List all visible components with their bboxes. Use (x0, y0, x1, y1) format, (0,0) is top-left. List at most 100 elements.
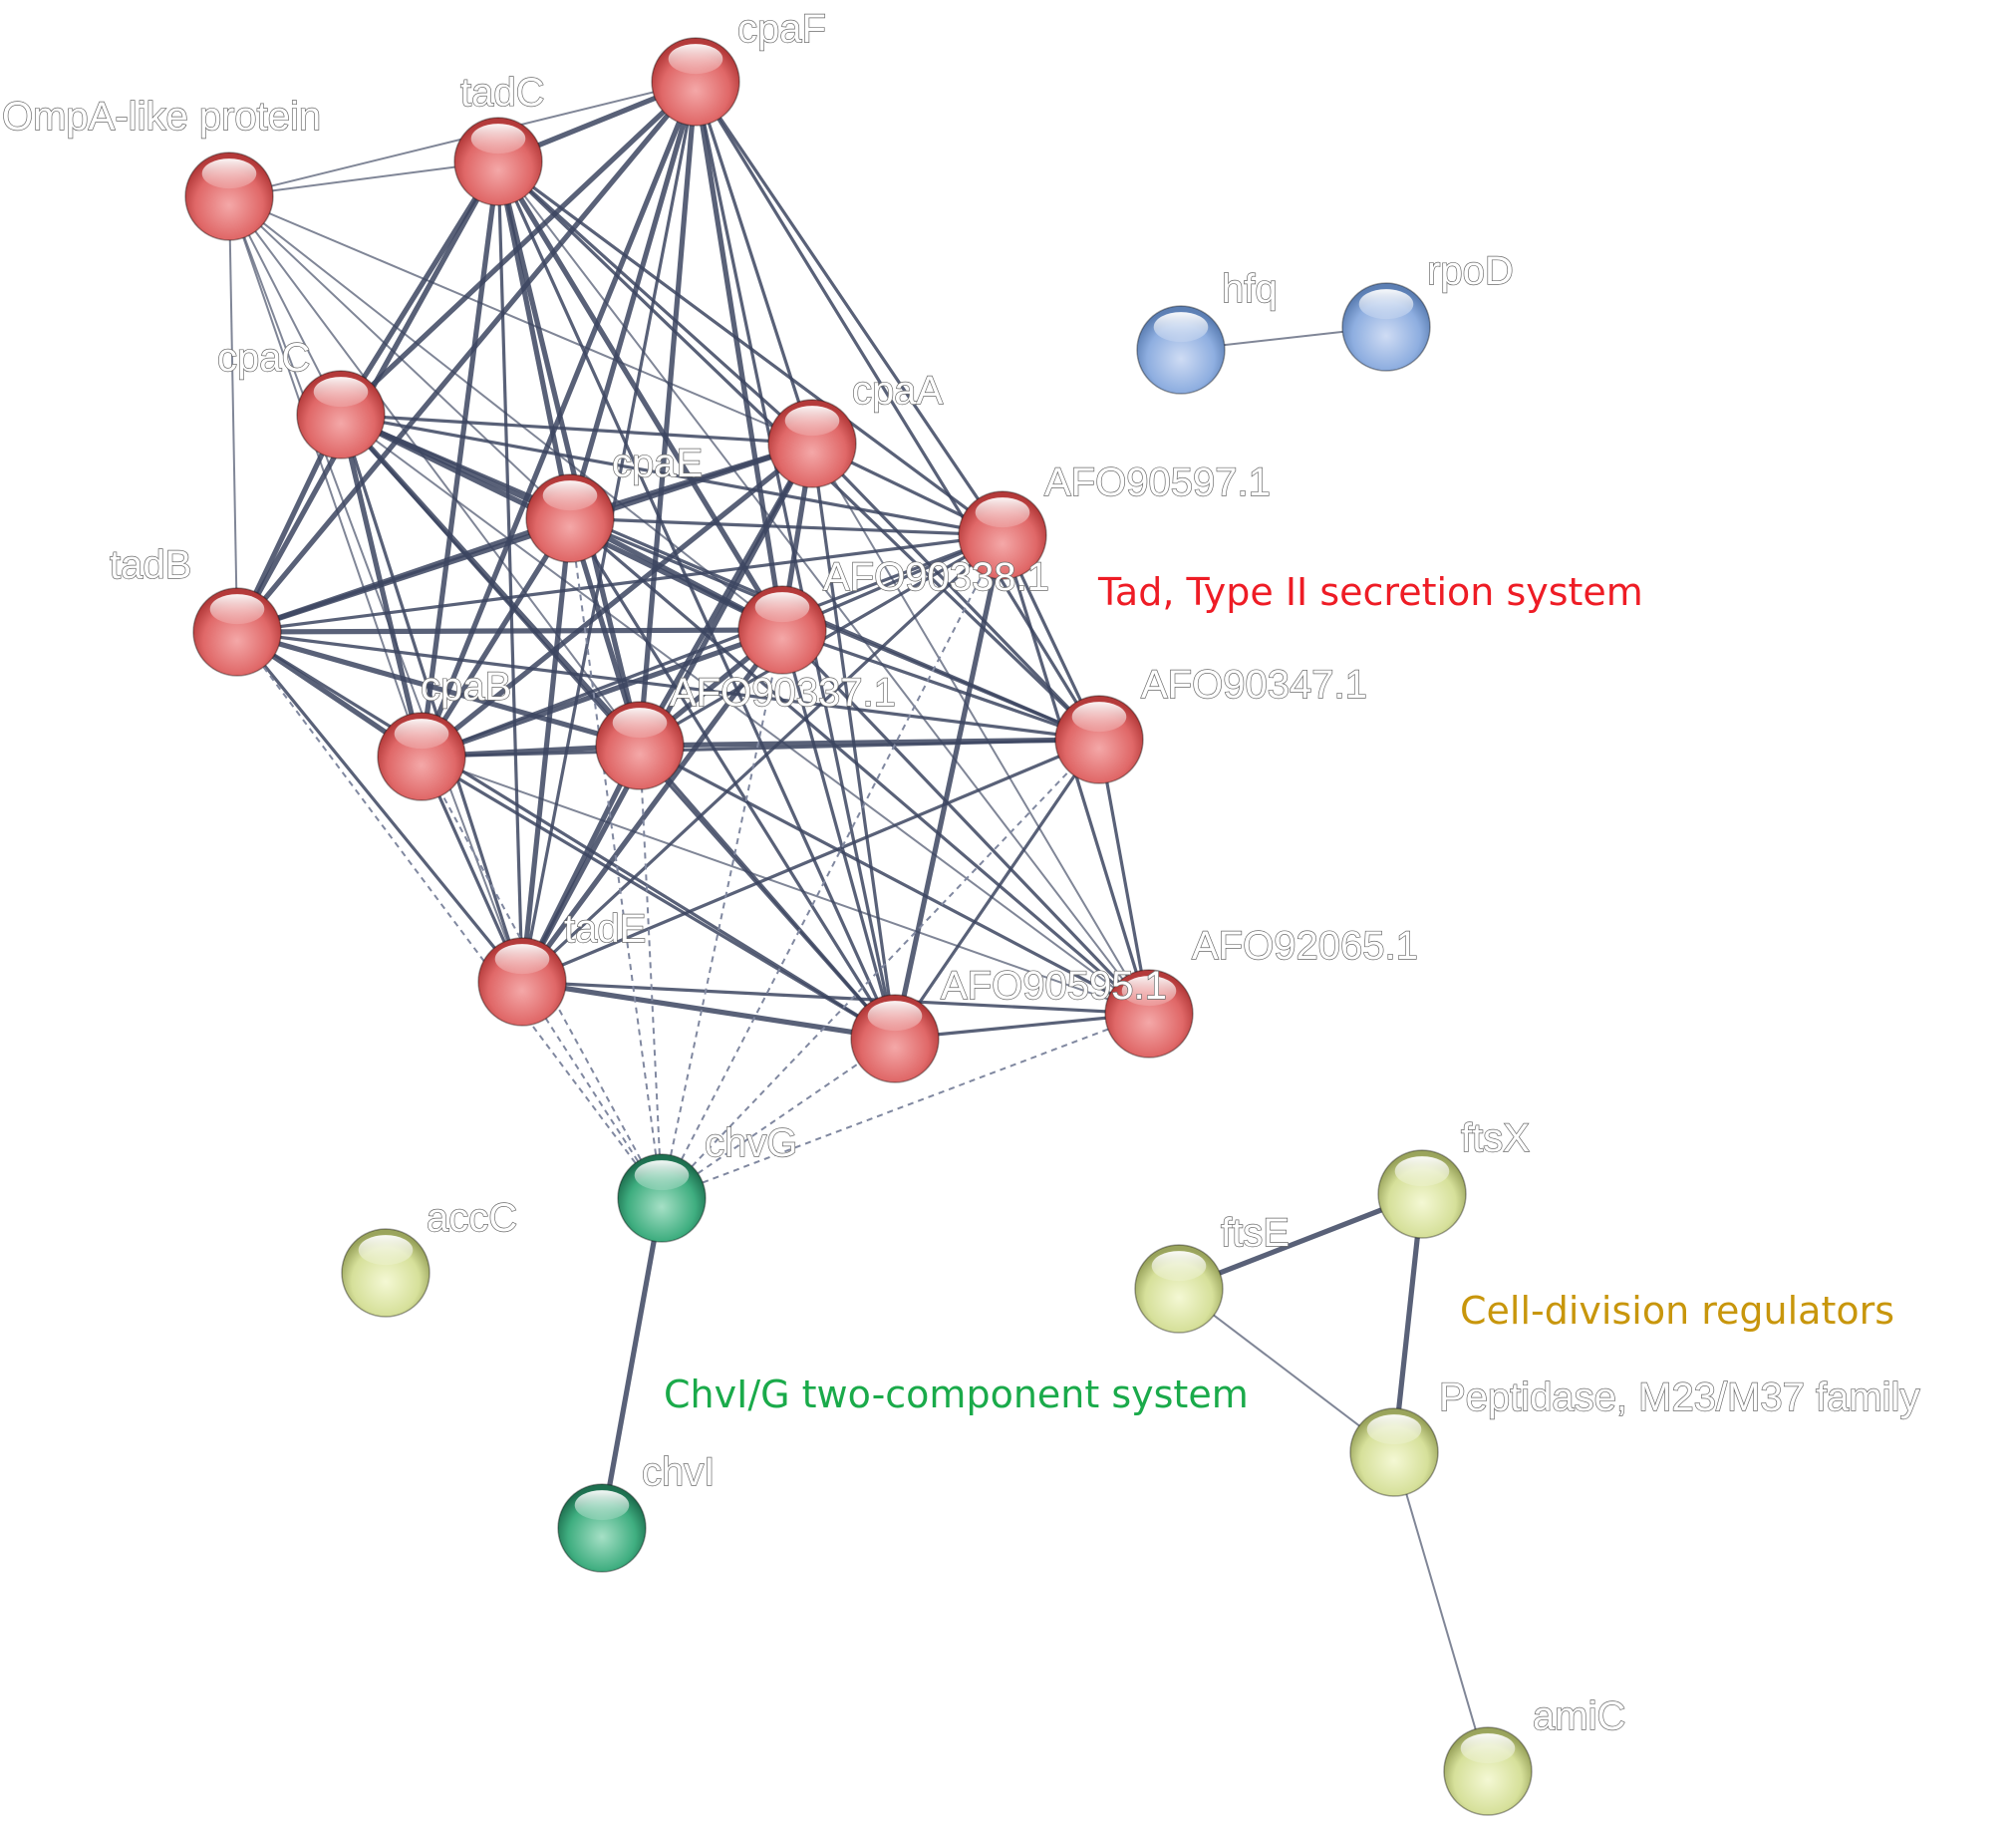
edge-cpaE-tadB (236, 515, 571, 635)
edge-cpaB-AFO92065 (421, 756, 1150, 1015)
cluster-label-tad: Tad, Type II secretion system (1097, 570, 1643, 614)
edge-ompA-cpaB (228, 195, 423, 758)
node-tadB[interactable] (192, 587, 282, 677)
node-highlight-ftsE (1151, 1251, 1207, 1282)
dashed-edge-chvG-AFO90595 (661, 1038, 896, 1199)
node-highlight-chvG (634, 1160, 690, 1191)
node-tadE[interactable] (477, 937, 567, 1027)
node-label-tadB: tadB (110, 543, 191, 587)
edge-cpaC-cpaA (340, 413, 813, 446)
node-label-cpaE: cpaE (612, 442, 703, 485)
edge-AFO90337-AFO92065 (639, 744, 1150, 1016)
node-highlight-AFO90347 (1071, 702, 1127, 733)
edge-AFO90338-AFO92065 (780, 628, 1151, 1016)
node-AFO90595[interactable] (850, 994, 940, 1083)
node-label-AFO90595: AFO90595.1 (941, 964, 1167, 1008)
edge-cpaF-AFO90337 (637, 81, 699, 747)
edge-ompA-cpaE (228, 195, 571, 519)
node-AFO90597[interactable] (958, 490, 1047, 580)
edge-cpaE-AFO92065 (568, 516, 1151, 1016)
edge-tadC-ompA (228, 160, 499, 197)
node-AFO90338[interactable] (737, 585, 827, 675)
node-ftsE[interactable] (1134, 1244, 1224, 1334)
node-label-chvG: chvG (705, 1121, 797, 1165)
node-highlight-rpoD (1358, 289, 1414, 320)
node-highlight-AFO90337 (612, 708, 668, 739)
edge-tadB-AFO90595 (236, 630, 896, 1041)
edge-tadB-AFO90338 (236, 627, 783, 635)
node-highlight-chvI (574, 1490, 630, 1521)
node-cpaC[interactable] (296, 370, 386, 459)
edge-AFO90597-tadE (520, 533, 1005, 984)
edge-cpaF-tadB (235, 80, 698, 634)
edge-AFO90597-AFO90595 (892, 534, 1006, 1040)
edge-AFO90337-tadE (519, 744, 643, 984)
node-AFO92065[interactable] (1104, 969, 1194, 1059)
node-label-rpoD: rpoD (1427, 249, 1514, 293)
node-tadC[interactable] (453, 117, 543, 206)
node-highlight-cpaC (313, 377, 369, 408)
node-AFO90337[interactable] (595, 701, 685, 790)
node-highlight-cpaE (542, 480, 598, 511)
dashed-edge-chvG-AFO90338 (661, 629, 783, 1199)
node-ompA[interactable] (184, 152, 274, 241)
node-amiC[interactable] (1443, 1726, 1533, 1816)
cluster-label-chv: ChvI/G two-component system (664, 1373, 1249, 1416)
edge-cpaA-AFO92065 (811, 443, 1150, 1015)
node-label-AFO90597: AFO90597.1 (1044, 460, 1271, 504)
edge-tadE-AFO90595 (521, 979, 896, 1042)
node-chvG[interactable] (617, 1153, 707, 1243)
node-label-tadC: tadC (460, 71, 545, 115)
node-peptidase[interactable] (1349, 1407, 1439, 1497)
edge-tadC-AFO90337 (495, 160, 643, 747)
edge-tadB-AFO90347 (236, 630, 1100, 742)
node-AFO90347[interactable] (1054, 695, 1144, 784)
edge-ompA-AFO90338 (228, 195, 783, 631)
nodes-layer (184, 37, 1533, 1816)
edge-cpaE-AFO90597 (569, 516, 1004, 537)
node-highlight-tadC (470, 124, 526, 154)
edge-cpaE-AFO90347 (569, 516, 1100, 742)
edge-AFO90347-AFO90595 (893, 739, 1101, 1040)
node-ftsX[interactable] (1377, 1149, 1467, 1239)
node-cpaB[interactable] (377, 712, 466, 801)
node-highlight-amiC (1460, 1733, 1516, 1764)
edge-tadC-AFO90338 (495, 159, 785, 632)
node-labels-layer: cpaF tadC OmpA-like protein cpaC cpaA cpaE AFO… (1, 6, 1920, 1738)
node-hfq[interactable] (1136, 305, 1226, 395)
node-highlight-cpaF (668, 44, 723, 75)
dashed-edge-chvG-cpaE (569, 517, 663, 1199)
node-highlight-ftsX (1394, 1156, 1450, 1187)
edge-ompA-AFO90337 (228, 195, 641, 747)
edge-AFO90597-tadB (236, 533, 1004, 634)
node-label-AFO90338: AFO90338.1 (823, 555, 1049, 599)
edge-cpaE-cpaB (419, 516, 573, 759)
edge-tadC-cpaA (496, 159, 814, 446)
node-label-cpaC: cpaC (217, 336, 310, 380)
node-rpoD[interactable] (1341, 282, 1431, 372)
node-cpaE[interactable] (525, 473, 615, 563)
node-chvI[interactable] (557, 1483, 647, 1573)
node-label-peptidase: Peptidase, M23/M37 family (1439, 1375, 1919, 1419)
dashed-edge-chvG-cpaB (421, 756, 663, 1199)
node-cpaA[interactable] (767, 399, 857, 488)
cluster-label-cell-division: Cell-division regulators (1460, 1289, 1894, 1333)
edge-tadB-AFO90337 (236, 629, 641, 749)
node-label-cpaF: cpaF (737, 7, 826, 51)
node-label-cpaA: cpaA (852, 369, 943, 413)
dashed-edge-chvG-AFO90347 (661, 739, 1100, 1199)
node-label-AFO90337: AFO90337.1 (670, 671, 896, 715)
edge-ompA-tadB (228, 195, 238, 633)
edge-cpaF-AFO90597 (694, 81, 1005, 536)
edge-AFO90338-cpaB (421, 627, 783, 760)
edge-cpaF-cpaE (567, 81, 699, 519)
node-highlight-accC (358, 1235, 414, 1266)
edge-cpaC-AFO92065 (340, 414, 1150, 1015)
dashed-edges-layer (236, 517, 1150, 1199)
edge-tadC-AFO90597 (497, 159, 1004, 537)
edge-cpaE-AFO90595 (568, 517, 897, 1040)
node-accC[interactable] (341, 1228, 431, 1318)
node-highlight-AFO90595 (867, 1001, 923, 1032)
node-cpaF[interactable] (651, 37, 740, 127)
